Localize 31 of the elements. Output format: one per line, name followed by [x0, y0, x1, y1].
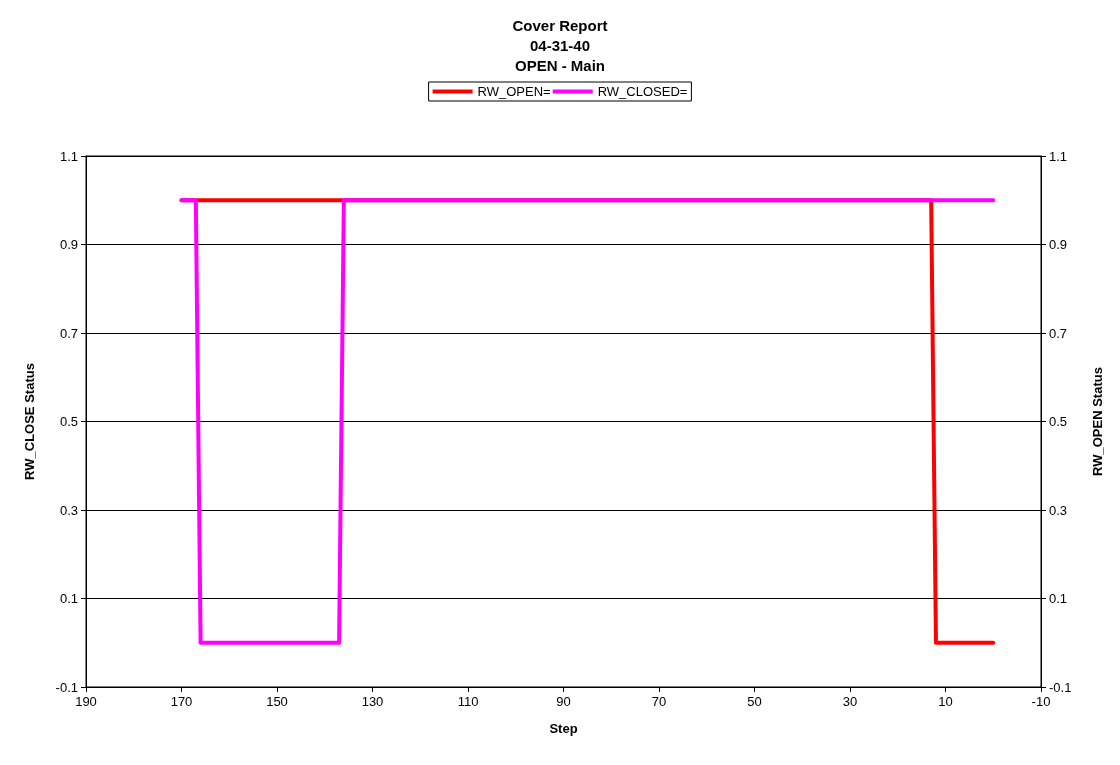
x-tick-label: 70	[651, 694, 667, 709]
y2-axis-title: RW_OPEN Status	[1090, 367, 1105, 476]
x-tick-label: -10	[1031, 694, 1051, 709]
y2-tick-label: -0.1	[1049, 679, 1072, 695]
y-tick-label: 0.3	[59, 502, 78, 518]
y-tick-label: 0.1	[59, 591, 78, 606]
x-tick-label: 150	[266, 694, 288, 709]
x-tick-label: 130	[361, 694, 384, 709]
y-tick-label: -0.1	[55, 679, 78, 695]
y2-tick-label: 0.3	[1049, 502, 1068, 518]
y2-tick-label: 0.5	[1049, 414, 1068, 429]
y-tick-label: 1.1	[59, 148, 78, 164]
x-tick-label: 30	[842, 694, 858, 709]
x-tick-label: 110	[457, 694, 479, 709]
x-tick-label: 90	[556, 694, 571, 709]
x-tick-label: 10	[938, 694, 953, 709]
y-tick-label: 0.7	[59, 325, 78, 341]
y2-tick-label: 1.1	[1049, 148, 1068, 164]
legend-label: RW_OPEN=	[477, 84, 551, 99]
y-tick-label: 0.5	[59, 414, 78, 429]
x-tick-label: 190	[75, 694, 97, 709]
x-tick-label: 170	[170, 694, 193, 709]
x-tick-label: 50	[747, 694, 762, 709]
legend-label: RW_CLOSED=	[597, 84, 688, 99]
y2-tick-label: 0.9	[1049, 237, 1068, 252]
y-tick-label: 0.9	[59, 237, 78, 252]
x-axis-title: Step	[549, 721, 578, 736]
y-axis-title: RW_CLOSE Status	[22, 363, 37, 480]
y2-tick-label: 0.7	[1049, 325, 1068, 341]
chart-title: Cover Report 04-31-40 OPEN - Main	[512, 16, 608, 74]
y2-tick-label: 0.1	[1049, 591, 1068, 606]
